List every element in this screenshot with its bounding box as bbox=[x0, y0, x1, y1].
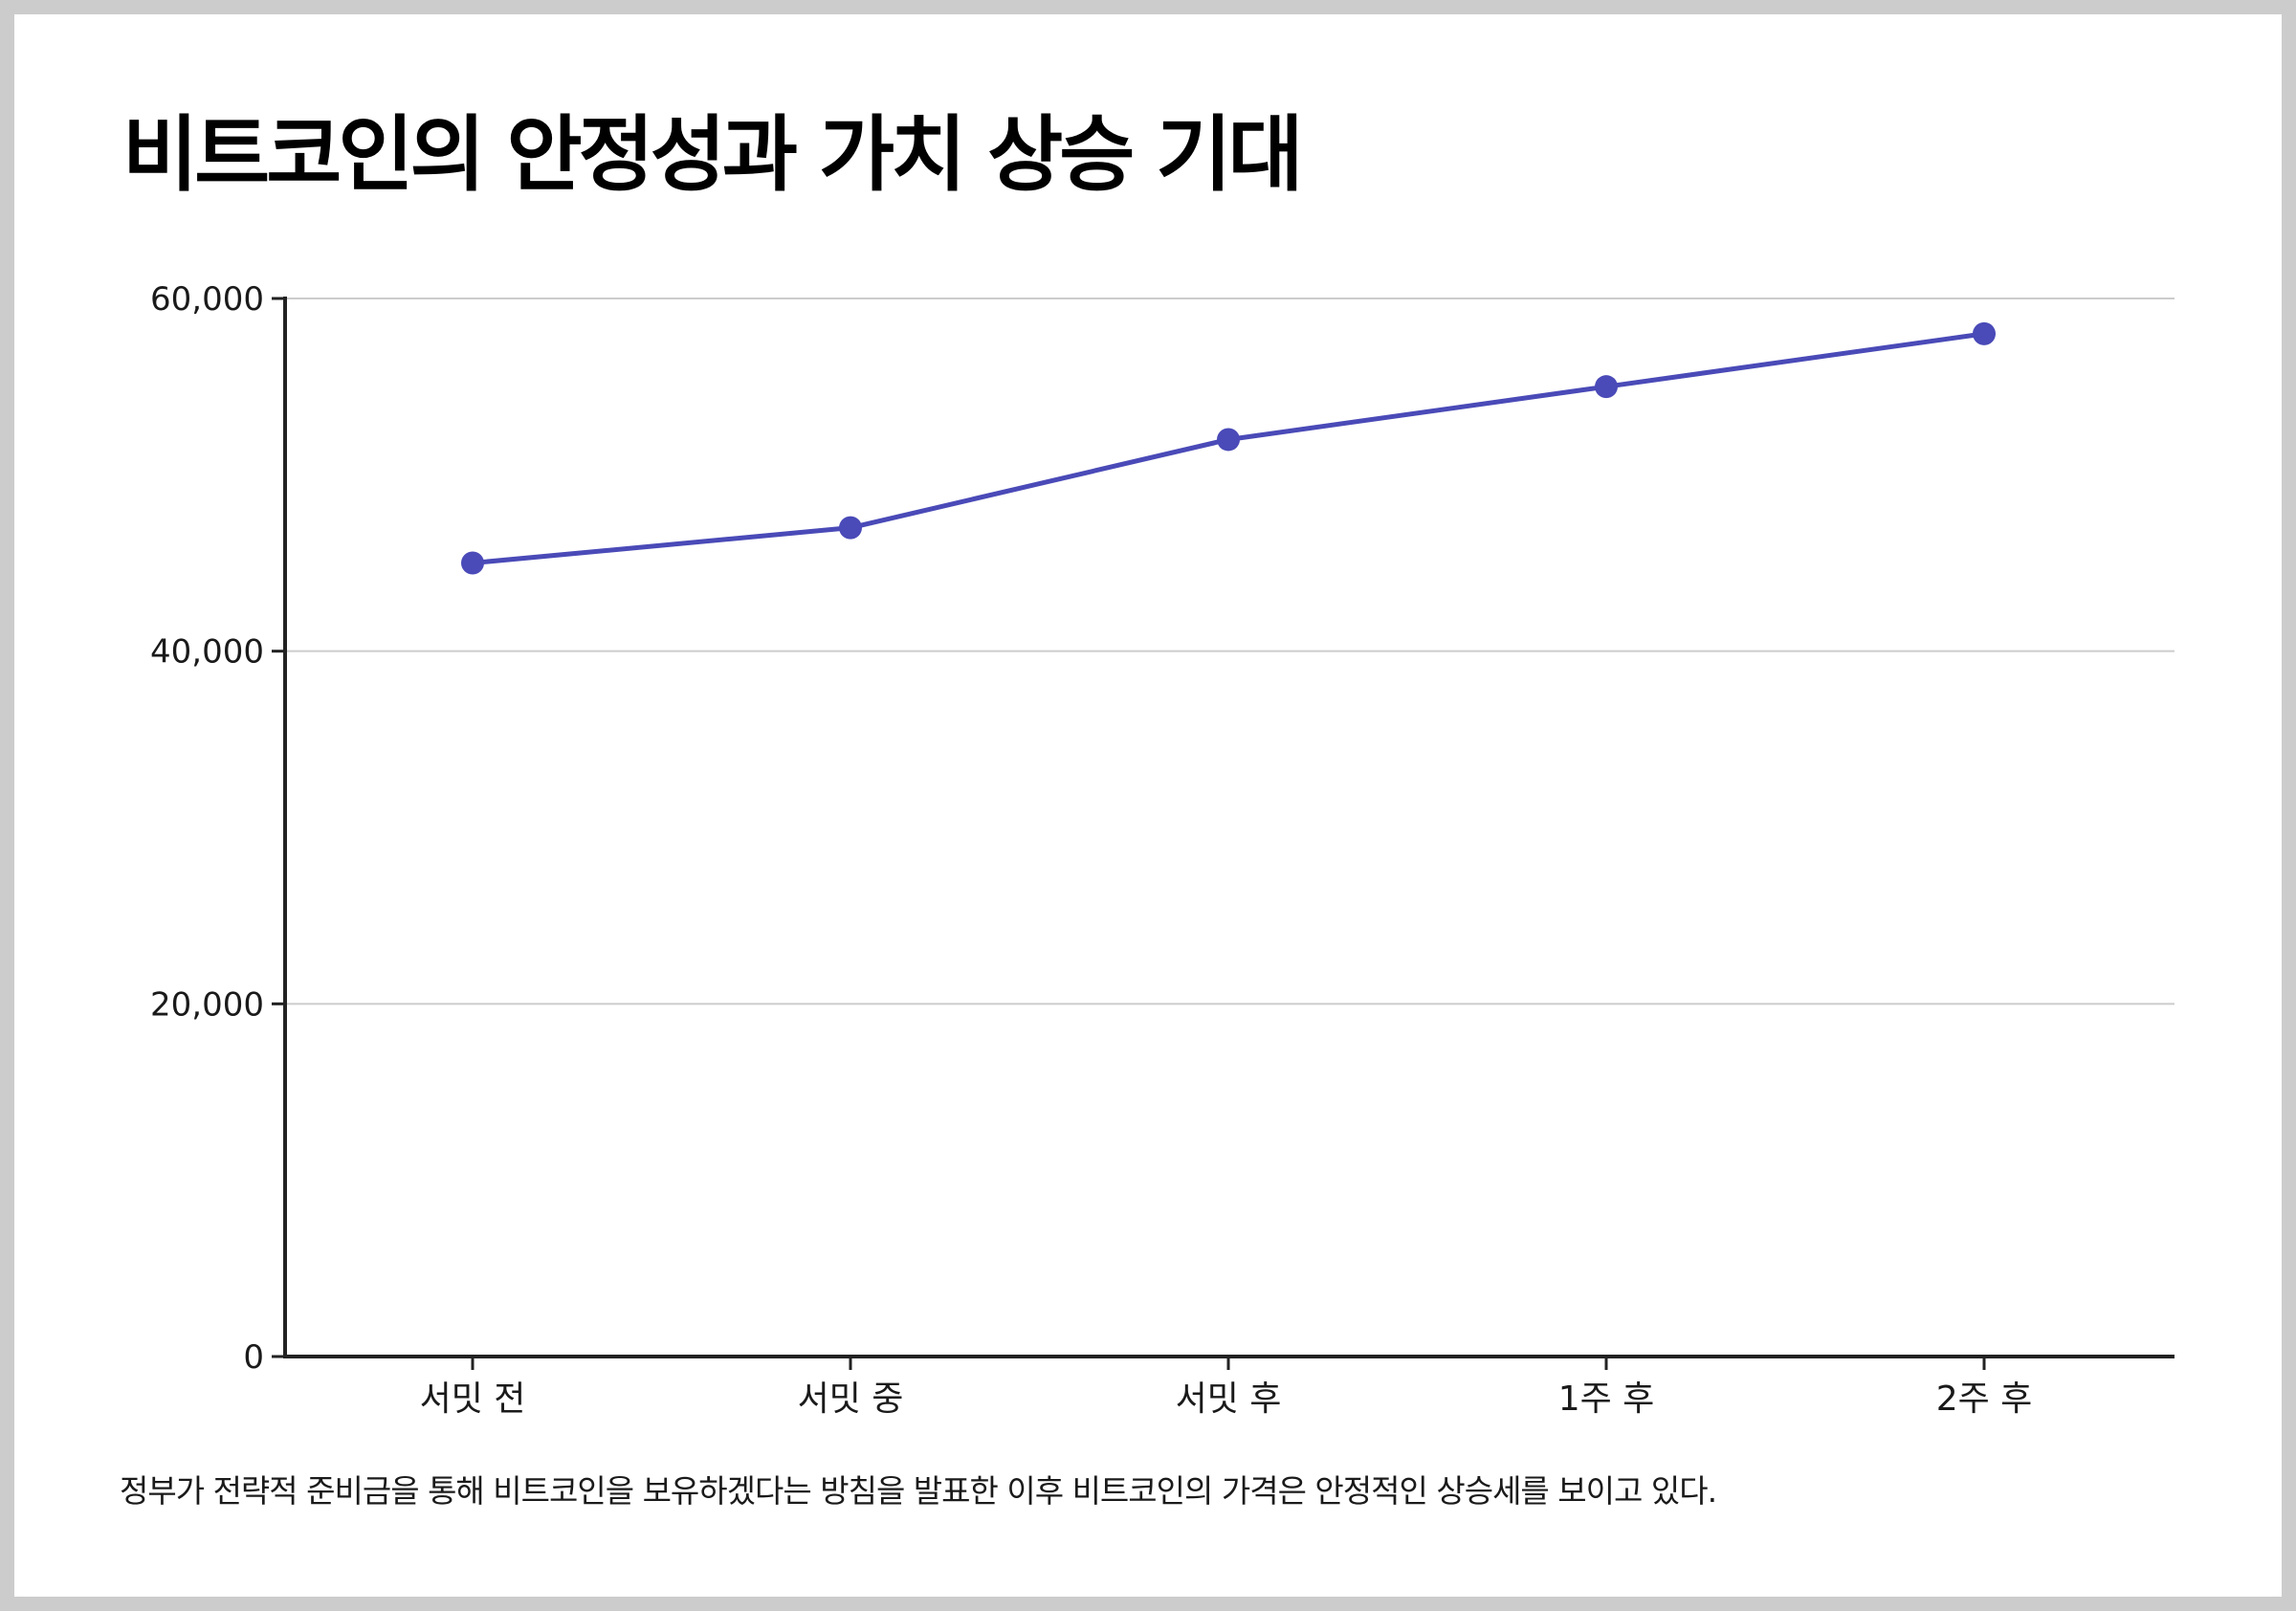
y-axis-ticks: 0 20,000 40,000 60,000 bbox=[150, 280, 285, 1377]
x-tick-label: 2주 후 bbox=[1936, 1379, 2033, 1419]
chart-title: 비트코인의 안정성과 가치 상승 기대 bbox=[122, 107, 1304, 203]
y-tick-label: 20,000 bbox=[150, 985, 264, 1024]
data-point bbox=[839, 516, 862, 540]
y-tick-label: 0 bbox=[243, 1338, 264, 1377]
axes bbox=[283, 297, 2175, 1358]
data-point bbox=[461, 551, 484, 575]
grid-lines bbox=[285, 298, 2175, 1005]
x-tick-label: 서밋 후 bbox=[1176, 1379, 1282, 1419]
line-chart: 0 20,000 40,000 60,000 서밋 전 서밋 중 서밋 후 1주 후 2주 후 bbox=[150, 280, 2175, 1419]
x-axis-ticks: 서밋 전 서밋 중 서밋 후 1주 후 2주 후 bbox=[420, 1357, 2033, 1419]
y-tick-label: 60,000 bbox=[150, 280, 264, 319]
chart-card: 비트코인의 안정성과 가치 상승 기대 0 20,000 40,000 60,000 … bbox=[14, 14, 2282, 1597]
x-tick-label: 서밋 전 bbox=[420, 1379, 526, 1419]
chart-caption: 정부가 전략적 준비금을 통해 비트코인을 보유하겠다는 방침을 발표한 이후 … bbox=[120, 1472, 1717, 1510]
data-point bbox=[1595, 375, 1618, 399]
x-tick-label: 1주 후 bbox=[1558, 1379, 1655, 1419]
data-point bbox=[1217, 428, 1240, 452]
y-tick-label: 40,000 bbox=[150, 633, 264, 672]
data-point bbox=[1973, 321, 1996, 345]
data-points bbox=[461, 321, 1996, 575]
x-tick-label: 서밋 중 bbox=[798, 1379, 904, 1419]
